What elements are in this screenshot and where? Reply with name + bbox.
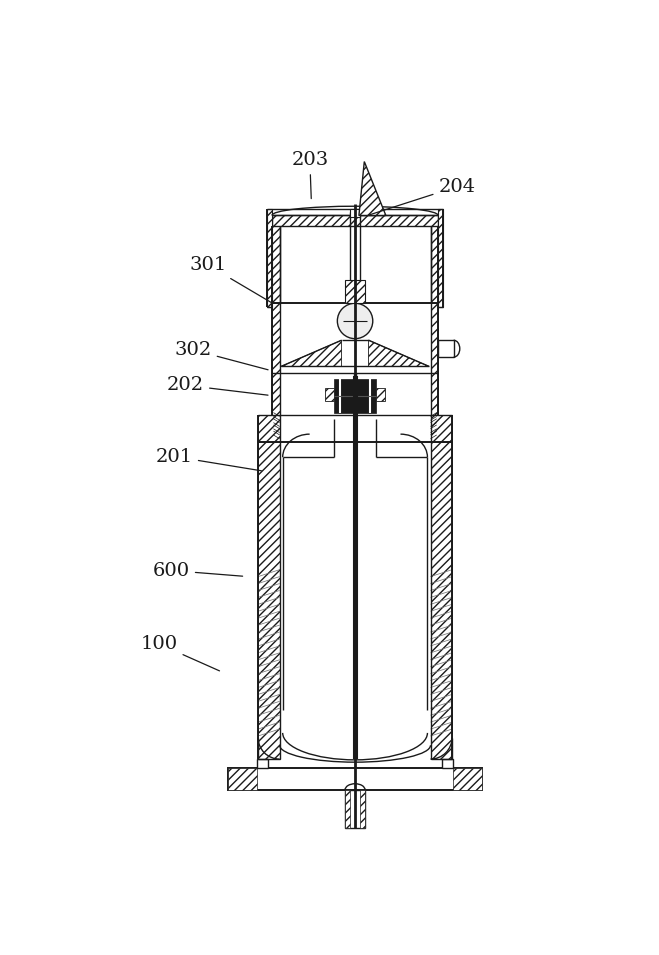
Polygon shape: [359, 161, 386, 216]
Polygon shape: [325, 388, 334, 401]
Polygon shape: [430, 442, 452, 759]
Polygon shape: [281, 340, 341, 367]
Polygon shape: [268, 209, 272, 308]
Polygon shape: [376, 388, 386, 401]
Bar: [228, 769, 482, 790]
Polygon shape: [228, 769, 257, 790]
Polygon shape: [368, 340, 429, 367]
Bar: [351, 209, 360, 217]
Text: 201: 201: [156, 448, 262, 471]
Bar: [438, 340, 453, 357]
Text: 301: 301: [190, 256, 272, 303]
Polygon shape: [272, 372, 279, 414]
Bar: [257, 759, 268, 769]
Circle shape: [337, 304, 373, 339]
Polygon shape: [345, 280, 364, 304]
Polygon shape: [345, 790, 350, 828]
Polygon shape: [430, 372, 438, 414]
Polygon shape: [258, 414, 279, 442]
Polygon shape: [258, 442, 279, 759]
Polygon shape: [453, 769, 482, 790]
Polygon shape: [430, 304, 438, 372]
Polygon shape: [430, 414, 452, 442]
Bar: [442, 759, 453, 769]
Text: 204: 204: [368, 178, 476, 215]
Polygon shape: [272, 226, 279, 304]
Text: 203: 203: [291, 151, 328, 199]
Polygon shape: [360, 790, 365, 828]
Polygon shape: [334, 379, 376, 414]
Polygon shape: [430, 226, 438, 304]
Text: 600: 600: [153, 562, 243, 580]
Text: 302: 302: [175, 341, 268, 370]
Polygon shape: [272, 304, 279, 372]
Polygon shape: [438, 209, 443, 308]
Bar: [345, 790, 365, 828]
Text: 202: 202: [167, 376, 268, 395]
Polygon shape: [272, 216, 438, 226]
Text: 100: 100: [140, 635, 219, 670]
